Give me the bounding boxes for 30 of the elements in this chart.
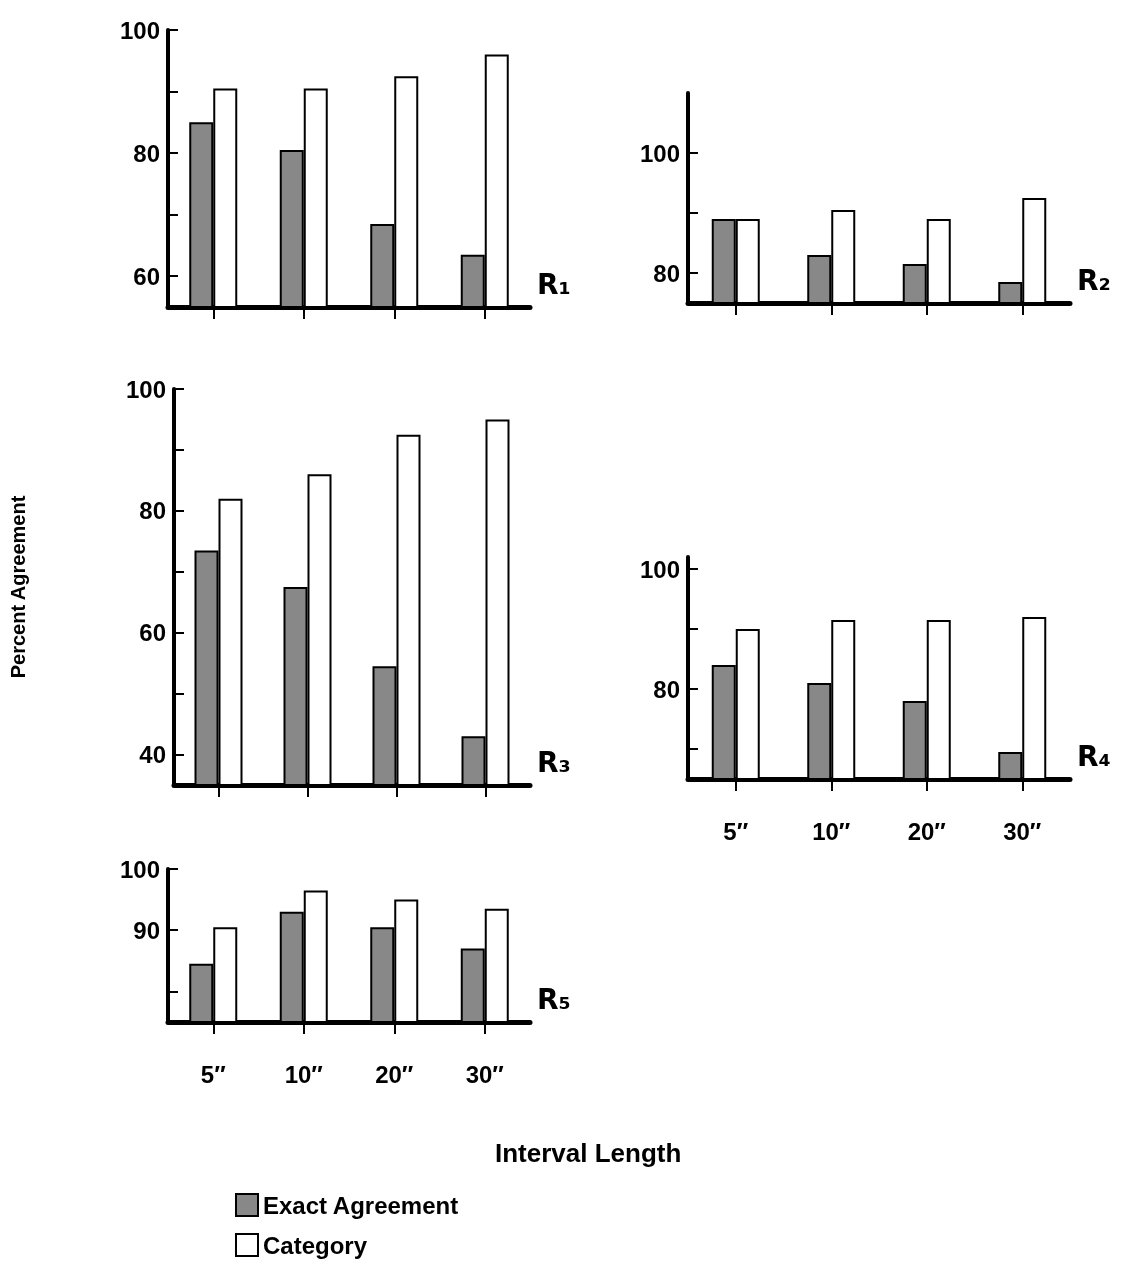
y-tick-label: 100 [119,855,160,883]
y-tick-label: 90 [133,916,160,944]
text: R₁ [537,267,571,301]
text: R₅ [537,982,571,1016]
y-tick-label: 80 [139,497,166,525]
y-tick-label: 60 [139,619,166,647]
text: R₂ [1077,263,1111,297]
text: R₄ [1077,739,1111,773]
x-tick-label: 5″ [200,1060,227,1088]
y-tick-label: 80 [653,259,680,287]
x-tick-label: 20″ [375,1060,414,1088]
y-tick-label: 100 [119,16,160,44]
y-tick-label: 100 [639,139,680,167]
x-tick-label: 10″ [284,1060,324,1088]
x-tick-label: 5″ [723,817,749,845]
y-tick-label: 60 [133,262,160,290]
y-axis-title: Percent Agreement [7,495,29,679]
y-tick-label: 100 [639,555,680,583]
x-tick-label: 10″ [812,817,851,845]
y-tick-label: 80 [133,139,160,167]
legend-label: Exact Agreement [263,1191,459,1219]
x-tick-label: 30″ [1003,817,1042,845]
text: R₃ [537,745,571,779]
y-tick-label: 80 [653,675,680,703]
legend-label: Category [263,1231,368,1259]
y-tick-label: 40 [139,741,166,769]
x-tick-label: 20″ [907,817,947,845]
y-tick-label: 100 [125,375,166,403]
x-tick-label: 30″ [465,1060,505,1088]
x-axis-title: Interval Length [495,1138,682,1168]
